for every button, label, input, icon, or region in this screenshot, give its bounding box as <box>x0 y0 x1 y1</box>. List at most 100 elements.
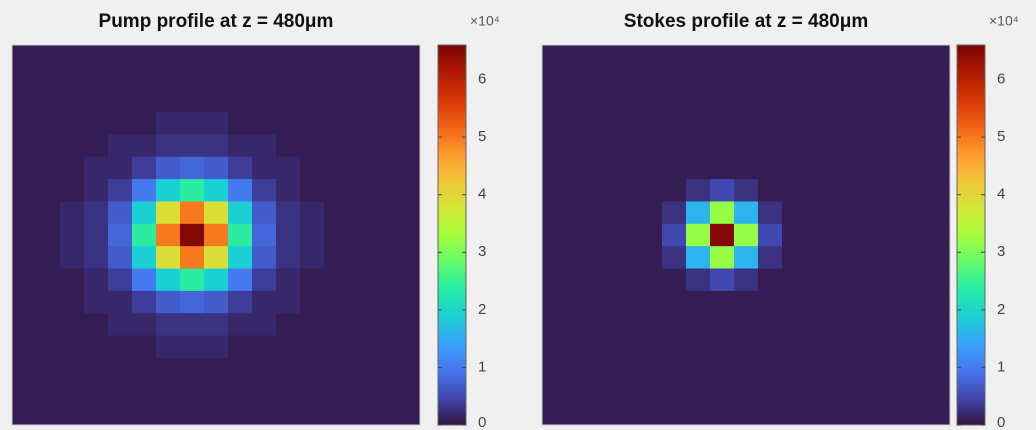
colorbar-segment <box>957 279 985 283</box>
colorbar-segment <box>438 244 466 249</box>
heatmap-cell <box>710 45 735 68</box>
heatmap-cell <box>782 112 807 135</box>
colorbar-segment <box>957 152 985 157</box>
colorbar-tick-label: 0 <box>997 414 1005 430</box>
heatmap-cell <box>396 313 421 337</box>
heatmap-cell <box>396 179 421 202</box>
colorbar-segment <box>957 254 985 258</box>
heatmap-cell <box>156 112 181 135</box>
heatmap-cell <box>734 67 759 91</box>
heatmap-cell <box>12 402 37 426</box>
heatmap-cell <box>324 112 349 135</box>
heatmap-cell <box>638 45 663 68</box>
colorbar-segment <box>957 276 985 280</box>
heatmap-cell <box>638 89 663 113</box>
heatmap-cell <box>926 290 951 314</box>
heatmap-cell <box>878 89 903 113</box>
colorbar-segment <box>957 295 985 299</box>
colorbar-segment <box>438 393 466 397</box>
colorbar-segment <box>957 409 985 413</box>
colorbar-segment <box>438 140 466 144</box>
colorbar-tick-label: 1 <box>478 358 486 375</box>
heatmap-cell <box>854 335 879 359</box>
heatmap-cell <box>806 380 831 404</box>
heatmap-cell <box>926 402 951 426</box>
heatmap-cell <box>348 112 373 135</box>
colorbar-segment <box>957 206 985 211</box>
heatmap-cell <box>276 313 301 337</box>
colorbar-tick-label: 5 <box>478 128 486 145</box>
colorbar-segment <box>438 219 466 223</box>
colorbar-segment <box>957 127 985 131</box>
colorbar-tick-label: 6 <box>997 71 1005 88</box>
colorbar-segment <box>957 231 985 236</box>
heatmap-cell <box>108 112 133 135</box>
colorbar-segment <box>957 193 985 198</box>
heatmap-cell <box>662 112 687 135</box>
heatmap-cell <box>542 45 567 68</box>
heatmap-cell <box>758 402 783 426</box>
colorbar-segment <box>438 339 466 344</box>
colorbar-segment <box>438 292 466 296</box>
heatmap-cell <box>662 402 687 426</box>
heatmap-cell <box>734 179 759 202</box>
colorbar-segment <box>957 390 985 394</box>
colorbar-segment <box>957 301 985 306</box>
heatmap-cell <box>12 67 37 91</box>
heatmap-cell <box>638 335 663 359</box>
heatmap-cell <box>686 179 711 202</box>
heatmap-cell <box>686 134 711 158</box>
heatmap-cell <box>276 45 301 68</box>
heatmap-cell <box>782 45 807 68</box>
heatmap-cell <box>156 380 181 404</box>
heatmap-cell <box>324 134 349 158</box>
heatmap-cell <box>12 201 37 225</box>
heatmap-cell <box>132 201 157 225</box>
heatmap-cell <box>806 290 831 314</box>
heatmap-cell <box>204 335 229 359</box>
heatmap-cell <box>372 134 397 158</box>
heatmap-cell <box>348 201 373 225</box>
heatmap-cell <box>12 45 37 68</box>
heatmap-cell <box>36 89 61 113</box>
colorbar-segment <box>438 358 466 363</box>
heatmap-cell <box>902 67 927 91</box>
colorbar-segment <box>438 121 466 125</box>
heatmap-cell <box>782 268 807 292</box>
heatmap-cell <box>806 156 831 180</box>
heatmap-cell <box>662 380 687 404</box>
colorbar-segment <box>438 345 466 350</box>
heatmap-cell <box>638 201 663 225</box>
heatmap-cell <box>854 89 879 113</box>
heatmap-cell <box>854 179 879 202</box>
heatmap-cell <box>180 179 205 202</box>
heatmap-cell <box>854 380 879 404</box>
heatmap-cell <box>926 313 951 337</box>
colorbar-segment <box>438 336 466 340</box>
heatmap-cell <box>926 45 951 68</box>
colorbar-segment <box>438 105 466 109</box>
heatmap-cell <box>662 134 687 158</box>
heatmap-cell <box>228 112 253 135</box>
colorbar-tick-label: 0 <box>478 414 486 430</box>
colorbar-segment <box>957 165 985 169</box>
heatmap-cell <box>662 179 687 202</box>
heatmap-cell <box>782 67 807 91</box>
heatmap-cell <box>566 223 591 247</box>
heatmap-cell <box>830 223 855 247</box>
colorbar-segment <box>957 140 985 144</box>
colorbar-segment <box>957 98 985 103</box>
colorbar-segment <box>438 152 466 157</box>
colorbar-segment <box>957 257 985 261</box>
colorbar-segment <box>438 402 466 407</box>
heatmap-cell <box>132 290 157 314</box>
heatmap-cell <box>60 67 85 91</box>
colorbar-segment <box>438 241 466 245</box>
colorbar-segment <box>438 193 466 198</box>
heatmap-cell <box>108 201 133 225</box>
heatmap-cell <box>542 335 567 359</box>
heatmap-cell <box>372 402 397 426</box>
colorbar-segment <box>957 70 985 74</box>
heatmap-cell <box>12 335 37 359</box>
heatmap-cell <box>84 201 109 225</box>
